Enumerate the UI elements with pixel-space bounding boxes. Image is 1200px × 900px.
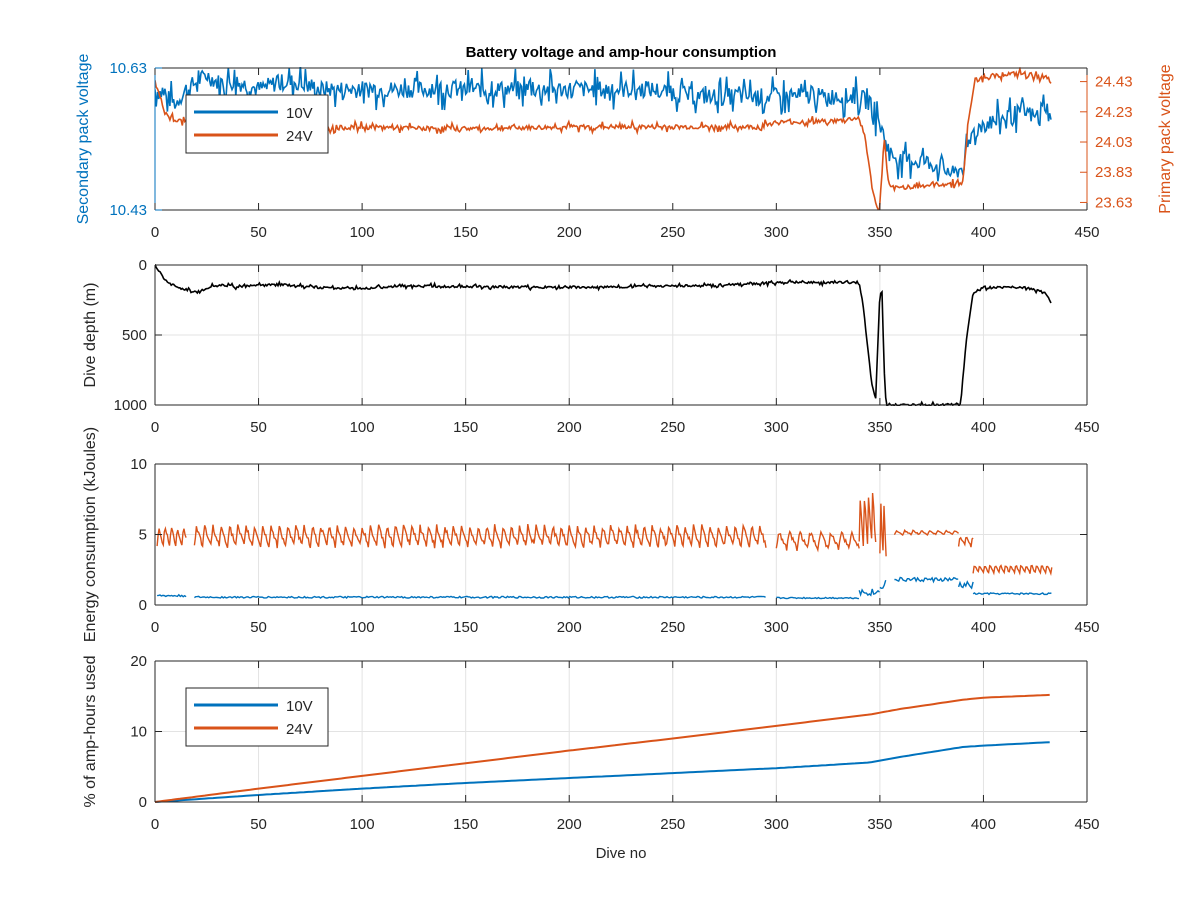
legend-box xyxy=(185,687,329,747)
x-tick-label: 450 xyxy=(1074,619,1099,636)
x-tick-label: 50 xyxy=(250,816,267,833)
y-axis-label: Energy consumption (kJoules) xyxy=(82,427,99,642)
energy-panel: 0 50 100 150 200 250 300 350 400 450 0 5 10 Energy co… xyxy=(82,427,1100,642)
x-tick-label: 50 xyxy=(250,419,267,436)
series-10v-line xyxy=(155,67,1052,182)
x-tick-label: 150 xyxy=(453,419,478,436)
x-tick-label: 200 xyxy=(557,419,582,436)
series-24v-line xyxy=(155,693,1050,803)
x-tick-label: 400 xyxy=(971,224,996,241)
x-tick-label: 0 xyxy=(151,419,159,436)
depth-panel: 0 50 100 150 200 250 300 350 400 450 0 500 1000 Dive … xyxy=(82,257,1100,436)
x-tick-label: 350 xyxy=(867,816,892,833)
x-tick-label: 150 xyxy=(453,224,478,241)
y-tick-label: 500 xyxy=(122,327,147,344)
y-tick-label: 0 xyxy=(139,597,147,614)
x-tick-label: 100 xyxy=(350,619,375,636)
x-tick-label: 400 xyxy=(971,419,996,436)
y-tick-label: 0 xyxy=(139,794,147,811)
x-tick-label: 200 xyxy=(557,619,582,636)
legend-label-24v: 24V xyxy=(286,128,313,145)
x-tick-label: 300 xyxy=(764,419,789,436)
series-24v-line xyxy=(156,492,1053,577)
y-tick-label-right: 23.83 xyxy=(1095,164,1133,181)
voltage-panel: 0 50 100 150 200 250 300 350 400 450 10.43 10.63 23.… xyxy=(75,54,1174,241)
y-axis-label-right: Primary pack voltage xyxy=(1157,64,1174,213)
series-10v-line xyxy=(155,741,1050,803)
y-tick-label-right: 23.63 xyxy=(1095,194,1133,211)
amphours-panel: 0 50 100 150 200 250 300 350 400 450 0 10 20 % of amp… xyxy=(82,653,1100,862)
y-tick-label: 10 xyxy=(130,456,147,473)
x-tick-label: 100 xyxy=(350,816,375,833)
x-tick-label: 150 xyxy=(453,619,478,636)
x-tick-label: 200 xyxy=(557,816,582,833)
y-tick-label: 10 xyxy=(130,724,147,741)
series-group xyxy=(155,693,1050,803)
x-tick-label: 450 xyxy=(1074,419,1099,436)
legend-label-10v: 10V xyxy=(286,105,313,122)
x-tick-label: 250 xyxy=(660,816,685,833)
x-tick-label: 100 xyxy=(350,419,375,436)
x-tick-label: 400 xyxy=(971,816,996,833)
legend-box xyxy=(185,94,329,154)
y-tick-label-right: 24.03 xyxy=(1095,134,1133,151)
y-axis-label: % of amp-hours used xyxy=(82,655,99,807)
x-tick-label: 350 xyxy=(867,419,892,436)
x-tick-label: 450 xyxy=(1074,816,1099,833)
series-10v-line xyxy=(157,576,1052,600)
y-axis-label: Dive depth (m) xyxy=(82,283,99,388)
x-tick-label: 300 xyxy=(764,619,789,636)
figure-title: Battery voltage and amp-hour consumption xyxy=(466,44,777,61)
x-tick-label: 300 xyxy=(764,224,789,241)
y-tick-label: 1000 xyxy=(114,397,147,414)
y-tick-label: 20 xyxy=(130,653,147,670)
x-tick-label: 300 xyxy=(764,816,789,833)
x-tick-label: 50 xyxy=(250,224,267,241)
legend-label-24v: 24V xyxy=(286,721,313,738)
x-tick-label: 200 xyxy=(557,224,582,241)
x-tick-label: 250 xyxy=(660,619,685,636)
legend-label-10v: 10V xyxy=(286,698,313,715)
y-tick-label-right: 24.23 xyxy=(1095,104,1133,121)
x-tick-label: 450 xyxy=(1074,224,1099,241)
y-tick-label: 10.63 xyxy=(109,60,147,77)
x-tick-label: 50 xyxy=(250,619,267,636)
y-tick-label: 0 xyxy=(139,257,147,274)
x-tick-label: 0 xyxy=(151,619,159,636)
x-tick-label: 100 xyxy=(350,224,375,241)
x-axis-label: Dive no xyxy=(596,845,647,862)
series-group xyxy=(156,492,1053,600)
x-tick-label: 250 xyxy=(660,419,685,436)
x-tick-label: 350 xyxy=(867,224,892,241)
x-tick-label: 350 xyxy=(867,619,892,636)
y-tick-label-right: 24.43 xyxy=(1095,74,1133,91)
x-tick-label: 150 xyxy=(453,816,478,833)
y-axis-label: Secondary pack voltage xyxy=(75,54,92,225)
y-tick-label: 5 xyxy=(139,527,147,544)
x-tick-label: 0 xyxy=(151,816,159,833)
y-tick-label: 10.43 xyxy=(109,202,147,219)
x-tick-label: 250 xyxy=(660,224,685,241)
x-tick-label: 400 xyxy=(971,619,996,636)
x-tick-label: 0 xyxy=(151,224,159,241)
